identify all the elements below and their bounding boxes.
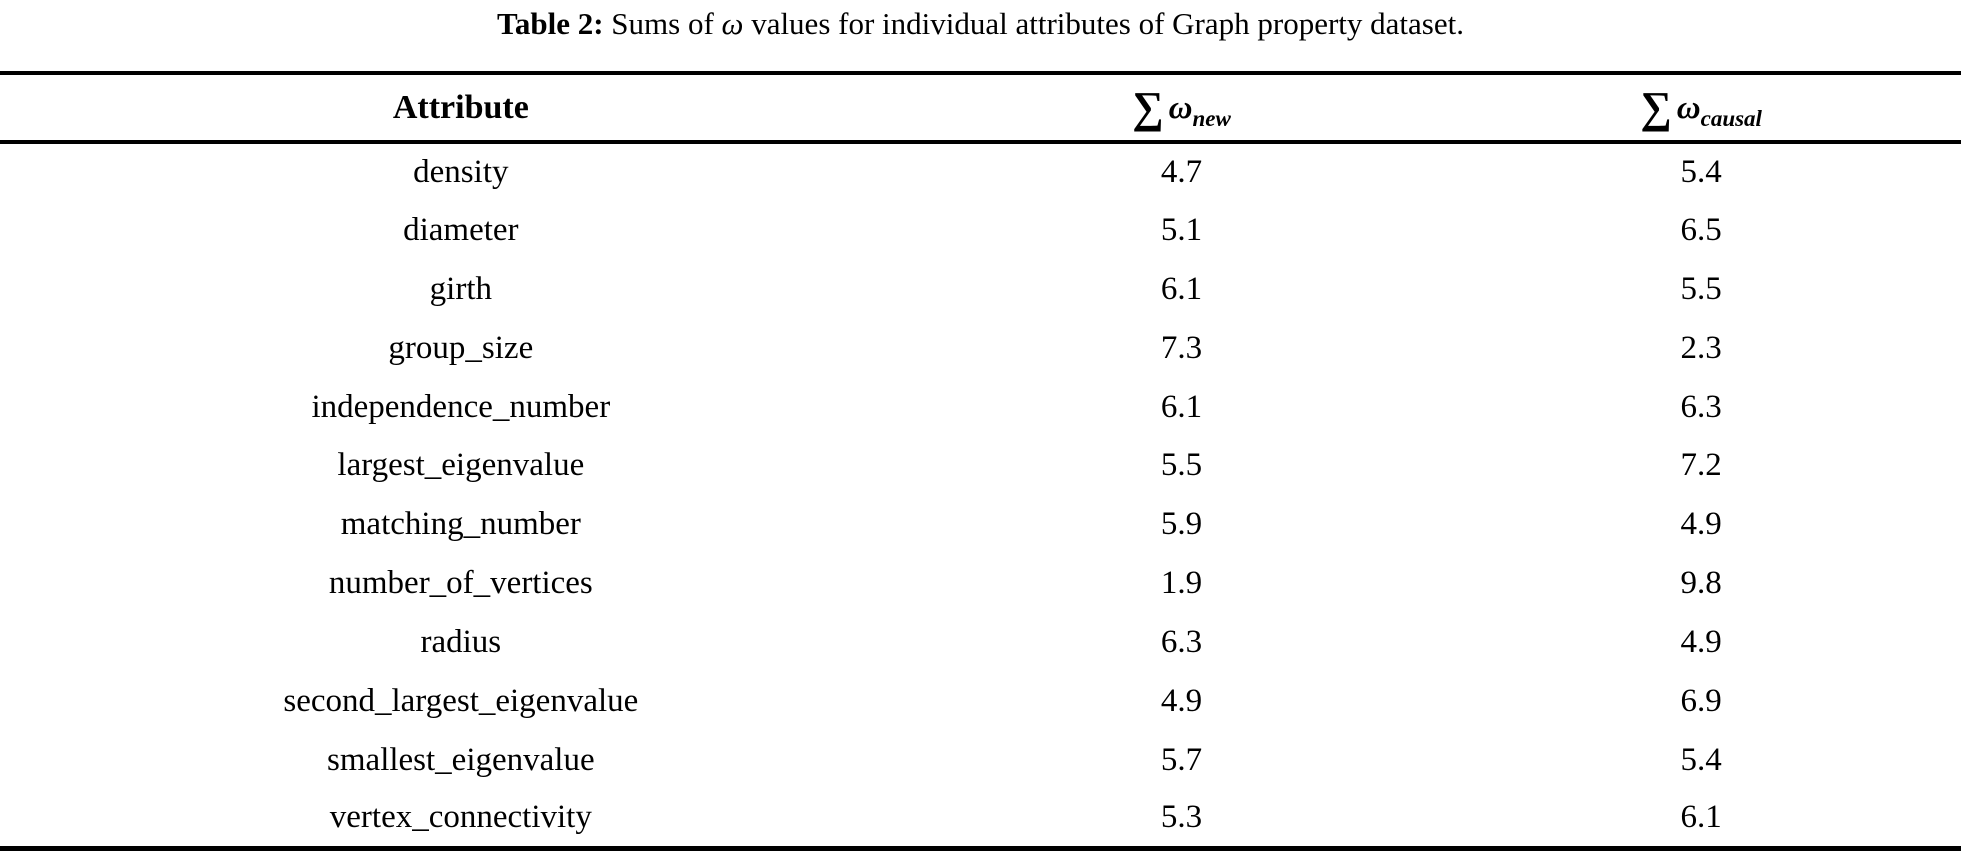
cell-attribute: second_largest_eigenvalue xyxy=(283,682,639,719)
cell-omega-causal: 5.5 xyxy=(1680,270,1722,307)
cell-attribute: vertex_connectivity xyxy=(329,799,592,836)
header-attribute: Attribute xyxy=(392,88,529,126)
table-row: group_size 7.3 2.3 xyxy=(0,319,1961,378)
caption-omega-symbol: ω xyxy=(721,6,744,41)
cell-omega-new: 5.1 xyxy=(1160,211,1203,248)
table-row: second_largest_eigenvalue 4.9 6.9 xyxy=(0,672,1961,731)
cell-omega-causal: 6.3 xyxy=(1680,388,1722,425)
cell-omega-new: 5.5 xyxy=(1160,447,1203,484)
subscript-causal: causal xyxy=(1700,105,1762,131)
table-row: vertex_connectivity 5.3 6.1 xyxy=(0,790,1961,849)
table-row: matching_number 5.9 4.9 xyxy=(0,495,1961,554)
caption-label: Table 2: xyxy=(497,6,604,41)
cell-attribute: largest_eigenvalue xyxy=(337,447,585,484)
sum-symbol: ∑ xyxy=(1640,82,1672,132)
cell-omega-causal: 6.9 xyxy=(1680,682,1722,719)
cell-omega-new: 5.3 xyxy=(1160,799,1203,836)
cell-omega-new: 4.7 xyxy=(1160,153,1203,190)
header-omega-new: ∑ ωnew xyxy=(922,73,1442,142)
cell-omega-causal: 2.3 xyxy=(1680,329,1722,366)
cell-omega-causal: 5.4 xyxy=(1680,153,1722,190)
cell-attribute: group_size xyxy=(388,329,534,366)
cell-omega-new: 6.3 xyxy=(1160,624,1203,661)
table-row: independence_number 6.1 6.3 xyxy=(0,378,1961,437)
header-omega-causal: ∑ ωcausal xyxy=(1441,73,1961,142)
cell-omega-causal: 4.9 xyxy=(1680,506,1722,543)
table-caption: Table 2: Sums of ω values for individual… xyxy=(0,0,1961,71)
cell-attribute: diameter xyxy=(403,211,519,248)
cell-attribute: girth xyxy=(429,270,492,307)
cell-omega-causal: 6.1 xyxy=(1680,799,1722,836)
cell-omega-causal: 9.8 xyxy=(1680,565,1722,602)
cell-omega-new: 7.3 xyxy=(1160,329,1203,366)
table-row: girth 6.1 5.5 xyxy=(0,260,1961,319)
cell-omega-new: 5.7 xyxy=(1160,741,1203,778)
cell-attribute: independence_number xyxy=(311,388,611,425)
results-table: Attribute ∑ ωnew ∑ ωcausal density 4.7 5.4… xyxy=(0,71,1961,852)
table-row: smallest_eigenvalue 5.7 5.4 xyxy=(0,731,1961,790)
table-row: diameter 5.1 6.5 xyxy=(0,201,1961,260)
cell-attribute: density xyxy=(413,153,509,190)
cell-attribute: number_of_vertices xyxy=(328,565,593,602)
table-row: number_of_vertices 1.9 9.8 xyxy=(0,554,1961,613)
table-row: radius 6.3 4.9 xyxy=(0,613,1961,672)
cell-omega-causal: 4.9 xyxy=(1680,624,1722,661)
cell-omega-new: 4.9 xyxy=(1160,682,1203,719)
cell-attribute: smallest_eigenvalue xyxy=(327,741,595,778)
cell-attribute: matching_number xyxy=(340,506,581,543)
cell-omega-new: 6.1 xyxy=(1160,270,1203,307)
cell-omega-new: 6.1 xyxy=(1160,388,1203,425)
caption-text-pre: Sums of xyxy=(603,6,722,41)
omega-symbol: ω xyxy=(1168,89,1193,126)
cell-omega-new: 5.9 xyxy=(1160,506,1203,543)
header-row: Attribute ∑ ωnew ∑ ωcausal xyxy=(0,73,1961,142)
omega-symbol: ω xyxy=(1676,89,1701,126)
cell-omega-causal: 6.5 xyxy=(1680,211,1722,248)
table-row: largest_eigenvalue 5.5 7.2 xyxy=(0,436,1961,495)
cell-omega-new: 1.9 xyxy=(1160,565,1203,602)
subscript-new: new xyxy=(1192,105,1231,131)
cell-attribute: radius xyxy=(420,624,502,661)
cell-omega-causal: 7.2 xyxy=(1680,447,1722,484)
sum-symbol: ∑ xyxy=(1132,82,1164,132)
caption-text-post: values for individual attributes of Grap… xyxy=(743,6,1464,41)
table-row: density 4.7 5.4 xyxy=(0,142,1961,201)
cell-omega-causal: 5.4 xyxy=(1680,741,1722,778)
